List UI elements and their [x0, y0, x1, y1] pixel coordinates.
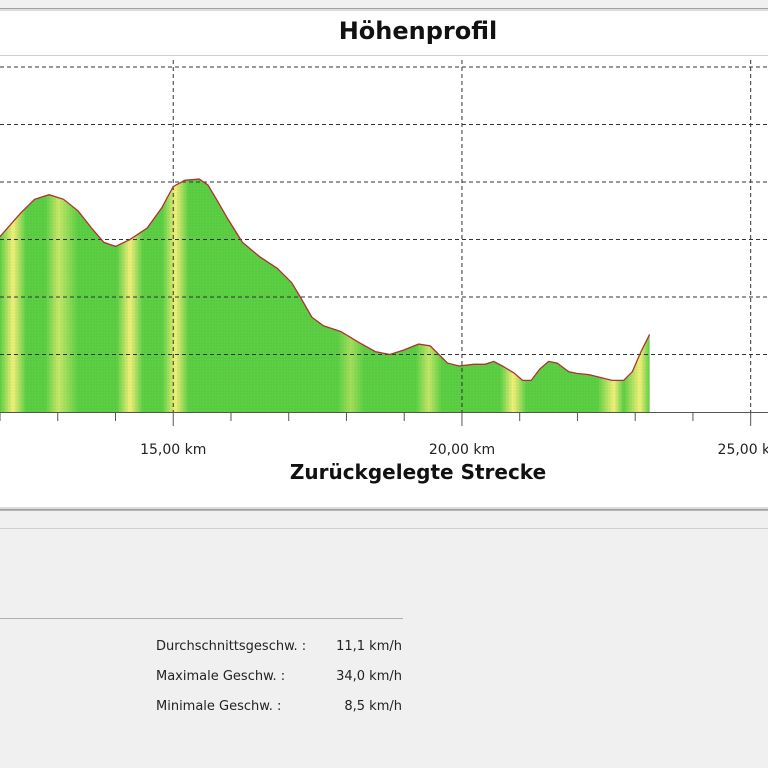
stat-row-average-speed: Durchschnittsgeschw. : 11,1 km/h	[156, 639, 406, 659]
average-speed-label: Durchschnittsgeschw. :	[156, 639, 307, 654]
maximum-speed-value: 34,0 km/h	[336, 669, 402, 684]
area-layer	[0, 179, 650, 412]
maximum-speed-label: Maximale Geschw. :	[156, 669, 286, 684]
x-tick-label: 25,00 km	[718, 442, 768, 458]
chart-title: Höhenprofil	[338, 17, 498, 45]
minimum-speed-value: 8,5 km/h	[344, 699, 402, 714]
x-axis: 15,00 km 20,00 km 25,00 km	[0, 412, 768, 458]
title-divider	[0, 55, 768, 56]
x-axis-title: Zurückgelegte Strecke	[289, 460, 547, 484]
panel-divider	[0, 510, 768, 511]
statistics-divider	[0, 618, 403, 619]
elevation-profile-line	[0, 178, 651, 382]
line-layer	[0, 178, 651, 382]
elevation-area-texture	[0, 179, 650, 412]
elevation-chart: 15,00 km 20,00 km 25,00 km	[0, 60, 768, 458]
x-tick-label: 15,00 km	[140, 442, 206, 458]
stat-row-maximum-speed: Maximale Geschw. : 34,0 km/h	[156, 669, 406, 689]
average-speed-value: 11,1 km/h	[336, 639, 402, 654]
stat-row-minimum-speed: Minimale Geschw. : 8,5 km/h	[156, 699, 406, 719]
statistics-panel: Durchschnittsgeschw. : 11,1 km/h Maximal…	[0, 545, 768, 768]
minimum-speed-label: Minimale Geschw. :	[156, 699, 282, 714]
x-tick-label: 20,00 km	[429, 442, 495, 458]
panel-divider-secondary	[0, 528, 768, 529]
grid-layer	[0, 60, 768, 412]
